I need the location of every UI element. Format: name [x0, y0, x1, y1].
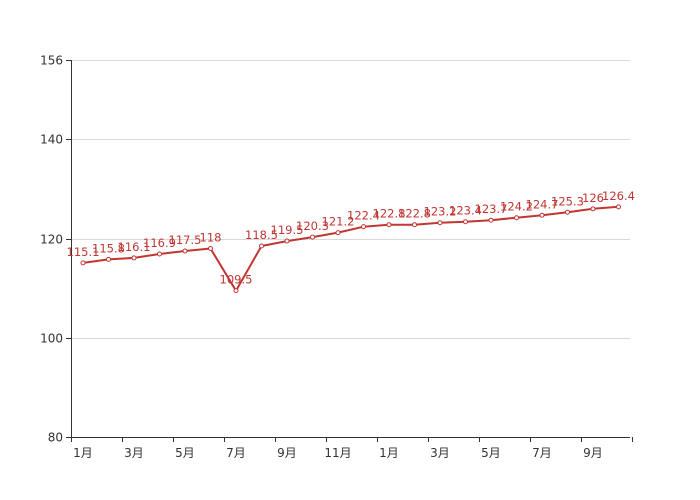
data-label: 116.1	[118, 240, 151, 254]
data-label: 123.4	[449, 204, 482, 218]
data-label: 124.2	[500, 200, 533, 214]
y-tick-label: 80	[48, 431, 63, 445]
data-label: 119.5	[271, 223, 304, 237]
y-tick-label: 120	[40, 233, 63, 247]
data-label: 121.2	[322, 215, 355, 229]
series-layer	[80, 204, 621, 294]
data-label: 124.7	[526, 197, 559, 211]
data-point	[437, 220, 443, 226]
data-label: 117.5	[169, 233, 202, 247]
data-label: 126.4	[602, 189, 635, 203]
data-label: 122.4	[347, 209, 380, 223]
data-point	[463, 219, 468, 225]
data-point	[361, 224, 366, 230]
data-label: 115.8	[92, 241, 125, 255]
y-tick-label: 156	[40, 54, 63, 68]
data-label: 125.3	[551, 194, 584, 208]
data-point	[182, 248, 188, 254]
data-point	[514, 215, 519, 221]
x-tick-label: 5月	[481, 446, 501, 460]
x-tick-label: 9月	[277, 446, 297, 460]
x-tick-label: 3月	[124, 446, 144, 460]
data-point	[488, 217, 494, 223]
axes: 80 100 120 140 156 1月 3月 5月 7月 9月 11月 1月 3月 5月 7月 9月	[40, 54, 633, 460]
data-point	[565, 209, 570, 215]
data-label: 123.2	[424, 205, 457, 219]
data-label: 120.3	[296, 219, 329, 233]
x-tick-label: 11月	[324, 446, 351, 460]
data-label: 116.9	[143, 236, 176, 250]
x-tick-label: 7月	[226, 446, 246, 460]
data-point	[335, 230, 341, 236]
y-tick-label: 140	[40, 133, 63, 147]
data-point	[208, 246, 213, 251]
data-point	[106, 256, 111, 262]
y-tick-label: 100	[40, 332, 63, 346]
x-tick-label: 1月	[379, 446, 399, 460]
x-tick-label: 5月	[175, 446, 195, 460]
data-point	[80, 260, 86, 266]
data-label: 123.7	[475, 202, 508, 216]
data-point	[590, 206, 596, 212]
x-tick-label: 7月	[532, 446, 552, 460]
x-tick-label: 9月	[583, 446, 603, 460]
data-label: 118	[200, 231, 222, 245]
x-tick-label: 1月	[73, 446, 93, 460]
data-point	[284, 238, 290, 244]
data-point	[539, 212, 545, 218]
data-point	[131, 255, 137, 261]
data-label: 122.8	[398, 207, 431, 221]
series-line	[82, 205, 619, 292]
data-point	[412, 222, 417, 228]
data-point	[259, 243, 264, 249]
data-point	[616, 204, 621, 210]
data-label: 122.8	[373, 207, 406, 221]
data-label: 109.5	[220, 273, 253, 287]
data-point	[233, 288, 239, 294]
data-point	[386, 222, 392, 228]
data-label: 118.5	[245, 228, 278, 242]
x-tick-label: 3月	[430, 446, 450, 460]
data-point	[157, 251, 162, 257]
data-label: 126	[582, 191, 604, 205]
data-label: 115.1	[67, 245, 100, 259]
data-point	[310, 234, 315, 240]
